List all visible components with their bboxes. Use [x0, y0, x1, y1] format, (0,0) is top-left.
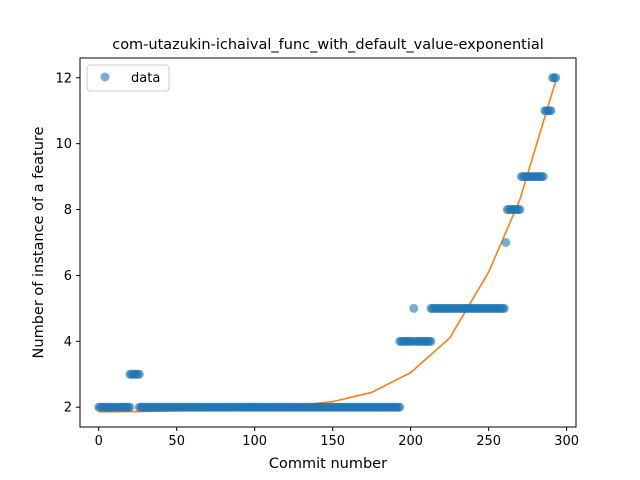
y-axis: 2 4 6 8 10 12 [55, 71, 80, 416]
data-point [538, 172, 548, 182]
y-axis-label: Number of instance of a feature [31, 126, 47, 358]
x-tick-label: 0 [95, 434, 103, 449]
legend-marker-data [100, 72, 110, 82]
x-tick-label: 250 [476, 434, 501, 449]
x-axis: 0 50 100 150 200 250 300 [95, 427, 579, 449]
data-point [499, 303, 509, 313]
data-point [426, 336, 436, 346]
data-point [501, 238, 511, 247]
legend-label-data: data [131, 71, 160, 86]
chart-title: com-utazukin-ichaival_func_with_default_… [112, 37, 544, 53]
y-tick-label: 2 [64, 401, 72, 416]
data-point [515, 205, 525, 215]
x-tick-label: 300 [554, 434, 579, 449]
data-point [395, 402, 405, 412]
data-points [94, 73, 561, 412]
y-tick-label: 10 [55, 137, 72, 152]
plot-background [80, 58, 576, 427]
data-point [125, 402, 135, 412]
y-tick-label: 8 [64, 203, 72, 218]
y-tick-label: 4 [64, 335, 72, 350]
plot-frame [79, 57, 577, 428]
x-tick-label: 100 [242, 434, 267, 449]
x-tick-label: 50 [168, 434, 185, 449]
legend: data [86, 64, 170, 92]
data-point [409, 303, 419, 313]
data-point [551, 73, 561, 83]
x-tick-label: 150 [320, 434, 345, 449]
data-point [546, 106, 556, 116]
x-axis-label: Commit number [269, 456, 387, 472]
legend-box [86, 64, 170, 92]
y-tick-label: 6 [64, 269, 72, 284]
data-point [134, 369, 144, 379]
x-tick-label: 200 [398, 434, 423, 449]
y-tick-label: 12 [55, 71, 72, 86]
